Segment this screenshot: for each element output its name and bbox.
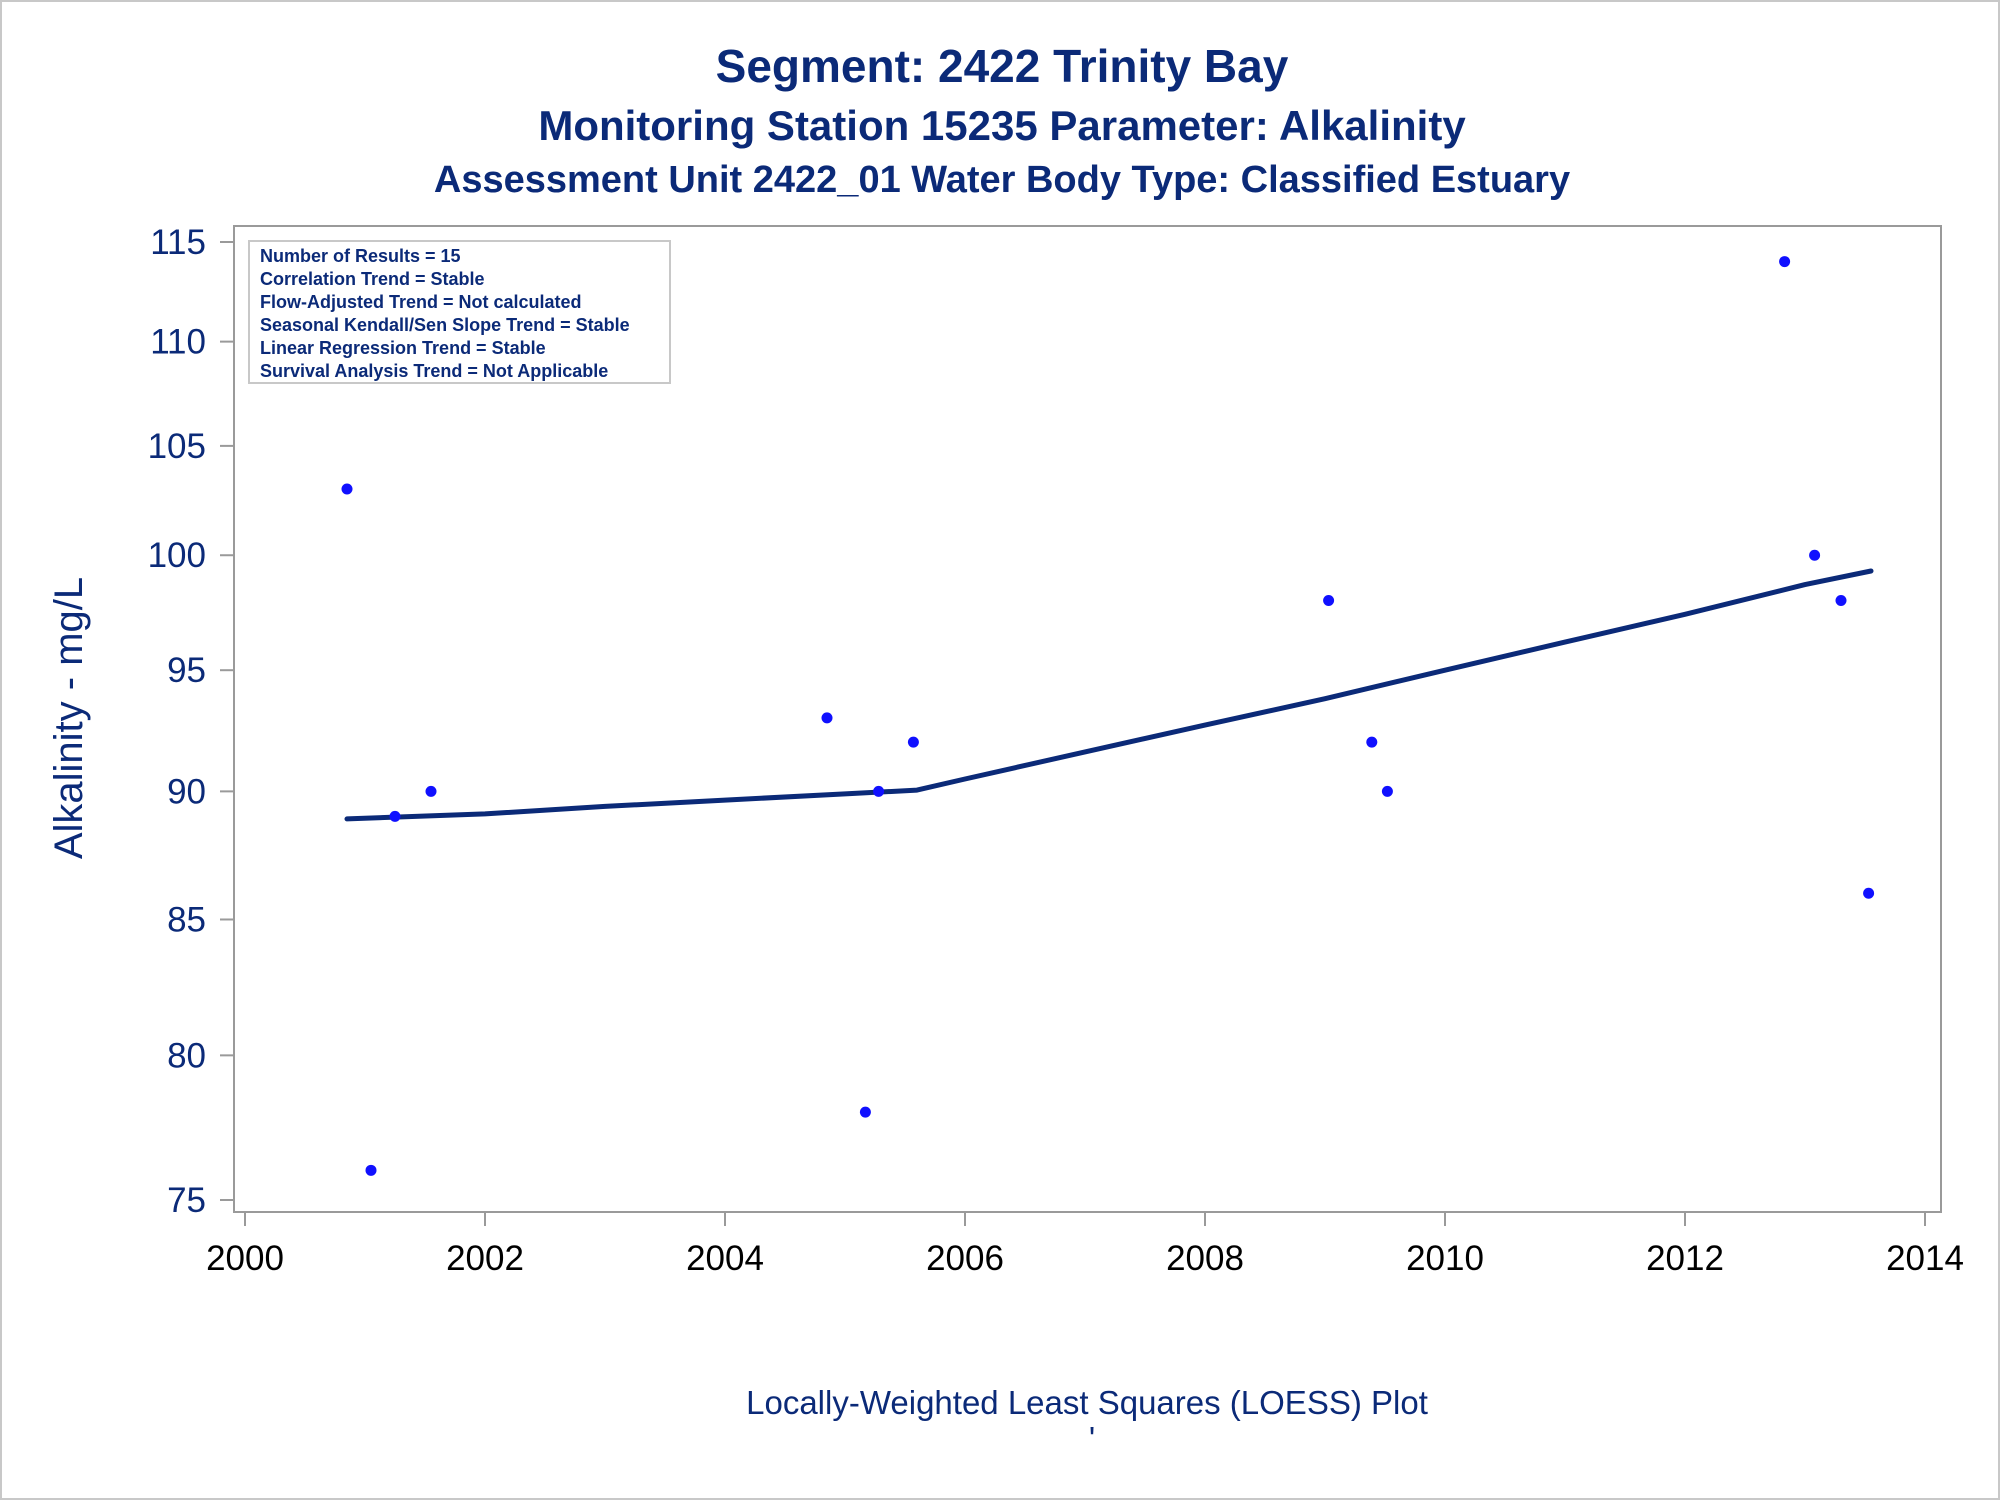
summary-flow-adjusted-trend: Flow-Adjusted Trend = Not calculated <box>260 292 582 312</box>
footnote-mark: ' <box>1089 1420 1095 1457</box>
data-point <box>389 810 401 822</box>
data-point <box>425 785 437 797</box>
data-point <box>1381 785 1393 797</box>
x-tick-label: 2014 <box>1886 1239 1964 1278</box>
y-tick-label: 80 <box>167 1036 206 1075</box>
loess-curve <box>344 568 1874 822</box>
y-axis-label: Alkalinity - mg/L <box>47 577 91 859</box>
data-point <box>873 785 885 797</box>
y-tick-label: 85 <box>167 900 206 939</box>
x-tick-label: 2002 <box>446 1239 524 1278</box>
summary-correlation-trend: Correlation Trend = Stable <box>260 269 485 289</box>
chart-title-station: Monitoring Station 15235 Parameter: Alka… <box>538 102 1466 149</box>
y-axis: 75 80 85 90 95 100 105 110 115 <box>148 223 234 1220</box>
data-point <box>1835 595 1847 607</box>
x-tick-label: 2008 <box>1166 1239 1244 1278</box>
y-tick-label: 90 <box>167 772 206 811</box>
chart-title-segment: Segment: 2422 Trinity Bay <box>716 40 1289 92</box>
data-point <box>821 712 833 724</box>
data-point <box>1863 887 1875 899</box>
x-tick-label: 2012 <box>1646 1239 1724 1278</box>
y-tick-label: 95 <box>167 651 206 690</box>
chart-title-assessment: Assessment Unit 2422_01 Water Body Type:… <box>434 159 1570 201</box>
y-tick-label: 110 <box>150 323 206 362</box>
trend-summary-border <box>248 240 671 384</box>
data-point <box>1323 595 1335 607</box>
data-point <box>1779 256 1791 268</box>
plot-area <box>233 225 1942 1213</box>
chart-footnote: Locally-Weighted Least Squares (LOESS) P… <box>746 1384 1428 1421</box>
summary-number-of-results: Number of Results = 15 <box>260 246 461 266</box>
data-point <box>859 1106 871 1118</box>
data-point <box>1809 549 1821 561</box>
y-tick-label: 100 <box>148 536 206 575</box>
x-tick-label: 2010 <box>1406 1239 1484 1278</box>
x-axis: 2000 2002 2004 2006 2008 2010 2012 2014 <box>206 1212 1964 1278</box>
data-points <box>341 256 1875 1176</box>
data-point <box>341 483 353 495</box>
x-tick-label: 2004 <box>686 1239 764 1278</box>
data-point <box>1366 736 1378 748</box>
y-tick-label: 115 <box>150 223 206 262</box>
y-tick-label: 75 <box>167 1181 206 1220</box>
summary-survival-analysis-trend: Survival Analysis Trend = Not Applicable <box>260 361 608 381</box>
data-point <box>907 736 919 748</box>
summary-seasonal-kendall-trend: Seasonal Kendall/Sen Slope Trend = Stabl… <box>260 315 630 335</box>
summary-linear-regression-trend: Linear Regression Trend = Stable <box>260 338 546 358</box>
data-point <box>365 1164 377 1176</box>
x-tick-label: 2000 <box>206 1239 284 1278</box>
x-tick-label: 2006 <box>926 1239 1004 1278</box>
y-tick-label: 105 <box>148 427 206 466</box>
trend-summary-box: Number of Results = 15 Correlation Trend… <box>248 240 671 384</box>
